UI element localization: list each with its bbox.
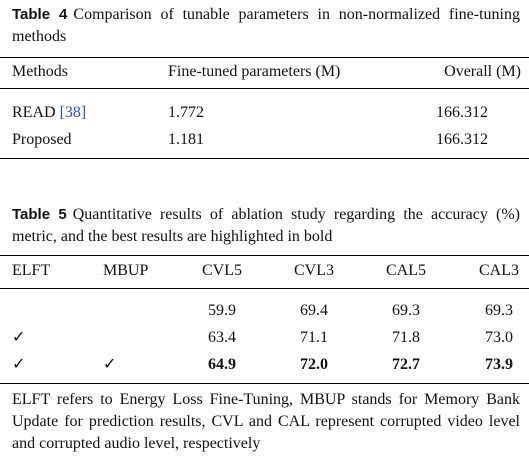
- cell: 1.772: [168, 104, 204, 121]
- header-cell: CVL3: [294, 262, 334, 279]
- rule: [0, 383, 529, 384]
- cell: 69.3: [485, 302, 513, 319]
- cell: 166.312: [436, 104, 488, 121]
- rule: [0, 57, 529, 58]
- cell: 166.312: [436, 131, 488, 148]
- header-cell: CVL5: [202, 262, 242, 279]
- check: ✓: [12, 329, 26, 346]
- rule: [0, 158, 529, 159]
- cell: 72.7: [392, 356, 420, 373]
- cell: 1.181: [168, 131, 204, 148]
- cell: 59.9: [208, 302, 236, 319]
- check: ✓: [103, 356, 117, 373]
- cell: 71.1: [300, 329, 328, 346]
- header-cell: MBUP: [103, 262, 149, 279]
- table-label: Table 4: [12, 6, 68, 23]
- method: READ: [12, 104, 56, 121]
- header-cell: CAL5: [386, 262, 426, 279]
- table-caption: Table 4 Comparison of tunable parameters …: [12, 4, 520, 48]
- cell: 64.9: [208, 356, 236, 373]
- caption-text: Quantitative results of ablation study r…: [12, 206, 520, 245]
- cell: 71.8: [392, 329, 420, 346]
- cell: 73.9: [485, 356, 513, 373]
- caption-text: Comparison of tunable parameters in non-…: [12, 6, 521, 45]
- header-cell: Fine-tuned parameters (M): [168, 63, 341, 80]
- header-cell: CAL3: [479, 262, 519, 279]
- cell: 69.3: [392, 302, 420, 319]
- footnote: ELFT refers to Energy Loss Fine-Tuning, …: [12, 391, 520, 452]
- cell: 72.0: [300, 356, 328, 373]
- cell: 69.4: [300, 302, 328, 319]
- header-cell: Overall (M): [444, 63, 521, 80]
- cell: 63.4: [208, 329, 236, 346]
- cell: 73.0: [485, 329, 513, 346]
- cell: READ [38]: [12, 103, 86, 123]
- rule: [0, 255, 529, 256]
- check: ✓: [12, 356, 26, 373]
- table-caption: Table 5 Quantitative results of ablation …: [12, 204, 520, 248]
- table-label: Table 5: [12, 206, 67, 223]
- header-cell: Methods: [12, 63, 68, 80]
- cell: Proposed: [12, 131, 72, 148]
- header-cell: ELFT: [12, 262, 51, 279]
- rule: [0, 88, 529, 89]
- rule: [0, 288, 529, 289]
- citation[interactable]: [38]: [59, 104, 87, 121]
